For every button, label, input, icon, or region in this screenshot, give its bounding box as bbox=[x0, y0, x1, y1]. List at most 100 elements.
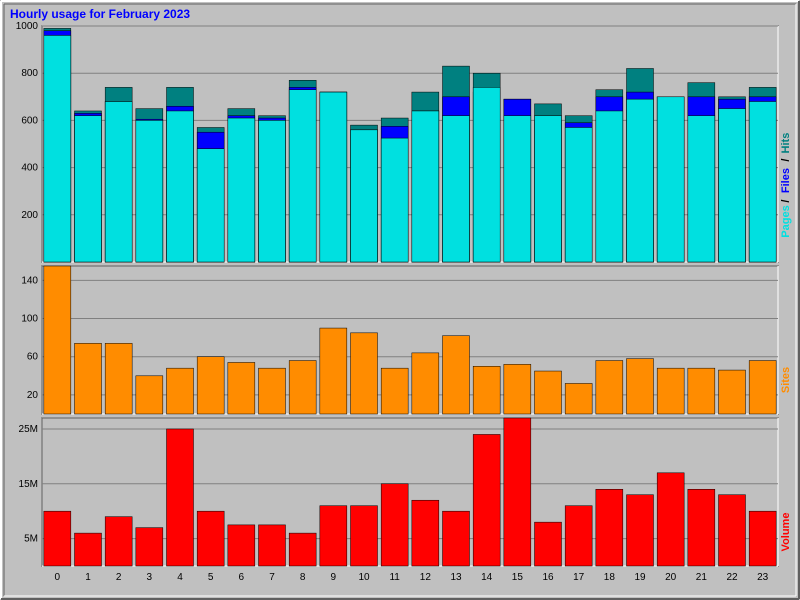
x-tick-label: 16 bbox=[542, 572, 554, 583]
svg-text:800: 800 bbox=[21, 68, 38, 79]
bar-hits bbox=[749, 102, 776, 262]
svg-text:100: 100 bbox=[21, 314, 38, 325]
bar-volume bbox=[136, 528, 163, 566]
bar-sites bbox=[167, 368, 194, 414]
x-tick-label: 6 bbox=[239, 572, 245, 583]
bar-hits bbox=[197, 149, 224, 262]
x-tick-label: 13 bbox=[450, 572, 462, 583]
bar-sites bbox=[688, 368, 715, 414]
bar-sites bbox=[351, 333, 378, 414]
bar-sites bbox=[228, 362, 255, 414]
chart-svg: Hourly usage for February 20232004006008… bbox=[0, 0, 800, 600]
bar-sites bbox=[473, 366, 500, 414]
bar-hits bbox=[44, 35, 71, 262]
bar-hits bbox=[351, 130, 378, 262]
x-tick-label: 17 bbox=[573, 572, 585, 583]
x-tick-label: 23 bbox=[757, 572, 769, 583]
svg-text:5M: 5M bbox=[24, 534, 38, 545]
bar-sites bbox=[719, 370, 746, 414]
bar-hits bbox=[565, 127, 592, 262]
bar-volume bbox=[320, 506, 347, 566]
svg-text:200: 200 bbox=[21, 210, 38, 221]
bar-hits bbox=[412, 111, 439, 262]
bar-sites bbox=[136, 376, 163, 414]
svg-text:20: 20 bbox=[27, 390, 39, 401]
x-tick-label: 2 bbox=[116, 572, 122, 583]
bar-hits bbox=[381, 138, 408, 262]
bar-volume bbox=[443, 511, 470, 566]
bar-sites bbox=[596, 361, 623, 414]
x-tick-label: 3 bbox=[147, 572, 153, 583]
x-tick-label: 14 bbox=[481, 572, 493, 583]
svg-text:1000: 1000 bbox=[16, 21, 39, 32]
bar-hits bbox=[228, 118, 255, 262]
legend-label: Volume bbox=[780, 513, 792, 552]
legend-label: / bbox=[780, 159, 792, 162]
legend-label: Sites bbox=[780, 367, 792, 393]
x-tick-label: 12 bbox=[420, 572, 432, 583]
bar-volume bbox=[749, 511, 776, 566]
x-tick-label: 15 bbox=[512, 572, 524, 583]
bar-hits bbox=[167, 111, 194, 262]
bar-volume bbox=[351, 506, 378, 566]
bar-sites bbox=[75, 343, 102, 414]
bar-sites bbox=[44, 266, 71, 414]
x-tick-label: 4 bbox=[177, 572, 183, 583]
bar-hits bbox=[75, 116, 102, 262]
bar-hits bbox=[504, 116, 531, 262]
legend-label: Pages bbox=[780, 205, 792, 237]
svg-text:140: 140 bbox=[21, 275, 38, 286]
x-tick-label: 1 bbox=[85, 572, 91, 583]
legend-group: Sites bbox=[780, 367, 792, 393]
bar-volume bbox=[565, 506, 592, 566]
bar-sites bbox=[259, 368, 286, 414]
bar-hits bbox=[627, 99, 654, 262]
bar-sites bbox=[443, 336, 470, 414]
bar-hits bbox=[535, 116, 562, 262]
x-tick-label: 21 bbox=[696, 572, 708, 583]
svg-text:60: 60 bbox=[27, 352, 39, 363]
legend-label: Hits bbox=[780, 133, 792, 154]
bar-hits bbox=[259, 120, 286, 262]
bar-sites bbox=[105, 343, 132, 414]
bar-sites bbox=[749, 361, 776, 414]
bar-volume bbox=[473, 434, 500, 566]
bar-sites bbox=[657, 368, 684, 414]
bar-volume bbox=[289, 533, 316, 566]
chart-container: Hourly usage for February 20232004006008… bbox=[0, 0, 800, 600]
bar-volume bbox=[535, 522, 562, 566]
bar-sites bbox=[504, 364, 531, 414]
bar-volume bbox=[688, 489, 715, 566]
bar-sites bbox=[535, 371, 562, 414]
x-tick-label: 10 bbox=[358, 572, 370, 583]
x-tick-label: 20 bbox=[665, 572, 677, 583]
bar-hits bbox=[289, 90, 316, 262]
x-tick-label: 9 bbox=[331, 572, 337, 583]
bar-volume bbox=[504, 418, 531, 566]
bar-volume bbox=[197, 511, 224, 566]
x-tick-label: 5 bbox=[208, 572, 214, 583]
bar-sites bbox=[412, 353, 439, 414]
svg-text:15M: 15M bbox=[19, 479, 38, 490]
x-tick-label: 8 bbox=[300, 572, 306, 583]
bar-hits bbox=[443, 116, 470, 262]
legend-label: / bbox=[780, 200, 792, 203]
bar-volume bbox=[105, 517, 132, 566]
bar-hits bbox=[105, 102, 132, 262]
bar-volume bbox=[719, 495, 746, 566]
bar-sites bbox=[289, 361, 316, 414]
svg-text:25M: 25M bbox=[19, 424, 38, 435]
chart-title: Hourly usage for February 2023 bbox=[10, 7, 190, 21]
bar-volume bbox=[75, 533, 102, 566]
svg-text:600: 600 bbox=[21, 115, 38, 126]
bar-volume bbox=[228, 525, 255, 566]
bar-volume bbox=[44, 511, 71, 566]
bar-volume bbox=[596, 489, 623, 566]
bar-hits bbox=[596, 111, 623, 262]
x-tick-label: 22 bbox=[726, 572, 738, 583]
bar-hits bbox=[136, 120, 163, 262]
x-tick-label: 0 bbox=[55, 572, 61, 583]
svg-text:400: 400 bbox=[21, 163, 38, 174]
legend-group: Volume bbox=[780, 513, 792, 552]
bar-hits bbox=[657, 97, 684, 262]
